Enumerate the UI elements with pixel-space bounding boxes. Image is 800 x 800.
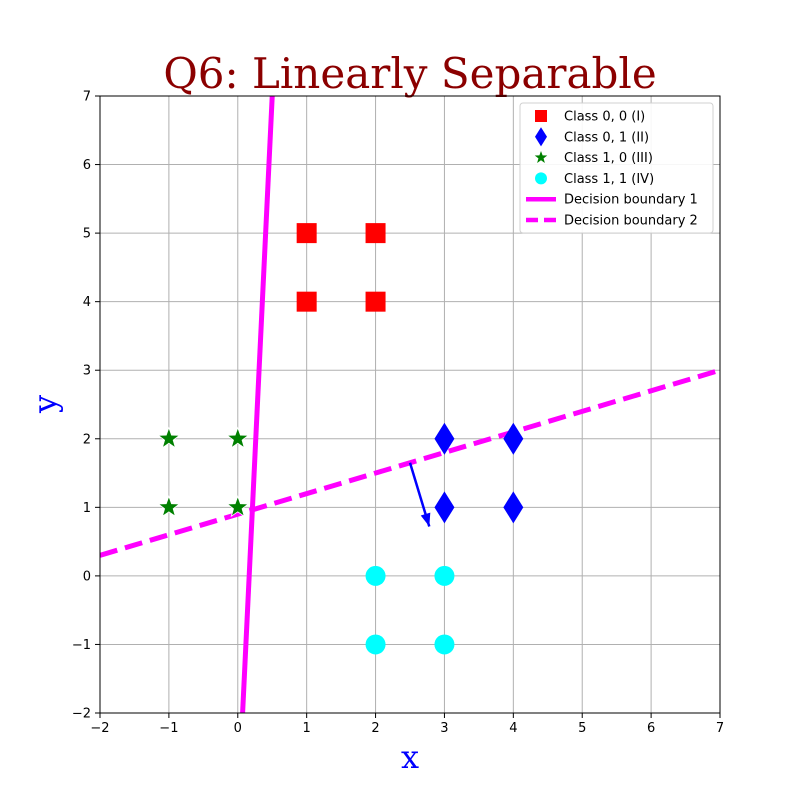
x-tick-label: 2 [371, 721, 379, 736]
data-point-square [296, 223, 317, 244]
data-point-star [157, 426, 181, 449]
x-tick-label: −1 [159, 721, 178, 736]
legend-marker-square [535, 110, 547, 122]
legend: Class 0, 0 (I) Class 0, 1 (II) Class 1, 0 … [519, 102, 714, 234]
data-point-square [365, 291, 386, 312]
y-tick-label: 1 [83, 501, 91, 516]
data-point-circle [365, 565, 386, 586]
legend-label: Class 1, 1 (IV) [564, 172, 654, 187]
data-point-star [157, 495, 181, 518]
data-point-star [226, 495, 250, 518]
x-tick-label: 5 [578, 721, 586, 736]
normal-arrow-head [420, 512, 431, 527]
y-tick-label: 6 [83, 158, 91, 173]
data-point-circle [434, 634, 455, 655]
data-point-diamond [503, 491, 524, 524]
x-tick-label: −2 [90, 721, 109, 736]
x-tick-label: 4 [509, 721, 517, 736]
y-tick-label: 5 [83, 227, 91, 242]
y-axis-label: y [26, 395, 64, 414]
y-tick-label: 7 [83, 90, 91, 105]
x-tick-label: 1 [303, 721, 311, 736]
data-point-circle [365, 634, 386, 655]
legend-label: Class 1, 0 (III) [564, 151, 653, 166]
decision-boundary-1 [240, 96, 275, 713]
x-axis-label: x [401, 738, 419, 776]
y-tick-label: 4 [83, 295, 91, 310]
legend-marker-circle [535, 172, 547, 185]
data-point-diamond [434, 491, 455, 524]
legend-label: Decision boundary 1 [564, 193, 698, 208]
data-point-circle [434, 565, 455, 586]
x-tick-label: 0 [234, 721, 242, 736]
chart-title: Q6: Linearly Separable [163, 49, 656, 98]
y-tick-label: 0 [83, 569, 91, 584]
legend-marker-star [534, 151, 548, 163]
y-tick-label: 3 [83, 364, 91, 379]
legend-box [519, 102, 714, 234]
legend-label: Class 0, 1 (II) [564, 130, 649, 145]
data-point-diamond [503, 422, 524, 455]
y-tick-label: −1 [72, 638, 91, 653]
y-tick-label: 2 [83, 432, 91, 447]
data-point-star [226, 426, 250, 449]
x-tick-label: 3 [440, 721, 448, 736]
legend-label: Decision boundary 2 [564, 214, 698, 229]
data-point-square [365, 223, 386, 244]
axes-frame [99, 95, 721, 714]
x-tick-label: 6 [647, 721, 655, 736]
legend-label: Class 0, 0 (I) [564, 110, 645, 125]
data-point-square [296, 291, 317, 312]
y-tick-label: −2 [72, 707, 91, 722]
data-point-diamond [434, 422, 455, 455]
legend-marker-diamond [535, 127, 547, 147]
x-tick-label: 7 [716, 721, 724, 736]
